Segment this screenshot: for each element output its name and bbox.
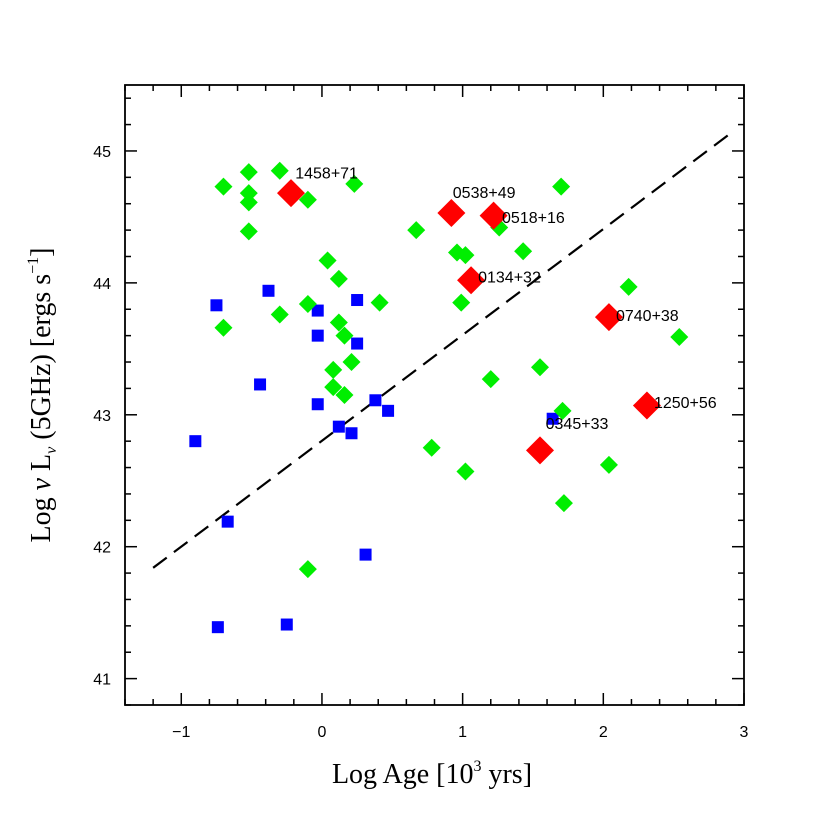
axis-ticks bbox=[124, 85, 745, 706]
green-diamond-point bbox=[407, 221, 426, 240]
blue-square-point bbox=[221, 515, 234, 528]
blue-square-point bbox=[359, 548, 372, 561]
x-tick-label: 1 bbox=[458, 724, 467, 741]
green-diamond-point bbox=[481, 370, 500, 389]
green-diamond-point bbox=[531, 358, 550, 377]
source-label: 0538+49 bbox=[453, 185, 516, 202]
blue-square-point bbox=[311, 329, 324, 342]
blue-square-point bbox=[189, 435, 202, 448]
x-tick-label: −1 bbox=[172, 724, 190, 741]
x-tick-label: 0 bbox=[318, 724, 327, 741]
source-label: 1458+71 bbox=[295, 165, 358, 182]
data-markers bbox=[189, 161, 689, 634]
source-label: 0134+32 bbox=[478, 270, 541, 287]
green-diamond-point bbox=[370, 293, 389, 312]
green-diamond-point bbox=[239, 184, 258, 203]
green-diamond-point bbox=[514, 242, 533, 261]
red-diamond-point bbox=[632, 391, 661, 420]
green-diamond-point bbox=[345, 174, 364, 193]
source-labels: 1458+71 0538+49 0518+16 0134+32 0740+38 1250+… bbox=[295, 165, 717, 433]
blue-square-point bbox=[351, 337, 364, 350]
green-diamond-point bbox=[329, 313, 348, 332]
green-diamond-point bbox=[553, 401, 572, 420]
green-diamond-point bbox=[552, 177, 571, 196]
source-label: 1250+56 bbox=[654, 395, 717, 412]
x-tick-label: 2 bbox=[599, 724, 608, 741]
fit-line-group bbox=[152, 132, 731, 569]
green-diamond-point bbox=[239, 163, 258, 182]
blue-square-point bbox=[280, 618, 293, 631]
green-diamond-point bbox=[214, 177, 233, 196]
green-diamond-point bbox=[270, 161, 289, 180]
x-tick-label: 3 bbox=[740, 724, 749, 741]
green-diamond-point bbox=[554, 494, 573, 513]
x-axis-title: Log Age [103 yrs] bbox=[332, 758, 532, 790]
green-diamond-point bbox=[619, 277, 638, 296]
blue-square-point bbox=[369, 394, 382, 407]
green-diamond-point bbox=[270, 305, 289, 324]
green-diamond-point bbox=[298, 294, 317, 313]
green-diamond-point bbox=[422, 438, 441, 457]
blue-square-point bbox=[332, 420, 345, 433]
red-diamond-point bbox=[437, 198, 466, 227]
red-diamond-point bbox=[594, 303, 623, 332]
red-diamond-point bbox=[479, 201, 508, 230]
blue-square-point bbox=[211, 621, 224, 634]
green-diamond-point bbox=[342, 353, 361, 372]
green-diamond-point bbox=[335, 326, 354, 345]
blue-square-point bbox=[345, 427, 358, 440]
blue-square-point bbox=[311, 398, 324, 411]
y-tick-label: 45 bbox=[93, 144, 111, 161]
green-diamond-point bbox=[324, 360, 343, 379]
y-axis-title: Log ν Lν (5GHz) [ergs s−1] bbox=[25, 247, 60, 542]
y-tick-label: 42 bbox=[93, 540, 111, 557]
green-diamond-point bbox=[335, 386, 354, 404]
plot-frame bbox=[124, 84, 745, 706]
green-diamond-point bbox=[329, 269, 348, 288]
blue-square-point bbox=[262, 284, 275, 297]
red-diamond-point bbox=[457, 266, 486, 295]
green-diamond-point bbox=[298, 190, 317, 209]
green-diamond-point bbox=[456, 462, 475, 481]
green-diamond-point bbox=[318, 251, 337, 270]
source-label: 0518+16 bbox=[502, 210, 565, 227]
fit-line bbox=[152, 132, 731, 569]
source-label: 0740+38 bbox=[616, 308, 679, 325]
green-diamond-point bbox=[599, 455, 618, 474]
green-diamond-point bbox=[456, 246, 475, 265]
green-diamond-point bbox=[239, 222, 258, 241]
green-diamond-point bbox=[214, 318, 233, 337]
red-diamond-point bbox=[277, 179, 306, 208]
blue-square-point bbox=[351, 294, 364, 307]
blue-square-point bbox=[382, 404, 395, 417]
y-tick-label: 43 bbox=[93, 408, 111, 425]
blue-square-point bbox=[546, 412, 559, 425]
green-diamond-point bbox=[670, 327, 689, 346]
blue-square-point bbox=[311, 304, 324, 317]
green-diamond-point bbox=[324, 378, 343, 397]
blue-square-point bbox=[210, 299, 223, 312]
green-diamond-point bbox=[452, 293, 471, 312]
red-diamond-point bbox=[526, 436, 555, 465]
green-diamond-point bbox=[239, 193, 258, 212]
axis-tick-labels: −1 0 1 2 3 41 42 43 44 45 bbox=[93, 144, 748, 741]
green-diamond-point bbox=[298, 560, 317, 579]
y-tick-label: 44 bbox=[93, 276, 111, 293]
blue-square-point bbox=[254, 378, 267, 391]
source-label: 0345+33 bbox=[546, 416, 609, 433]
y-tick-label: 41 bbox=[93, 672, 111, 689]
